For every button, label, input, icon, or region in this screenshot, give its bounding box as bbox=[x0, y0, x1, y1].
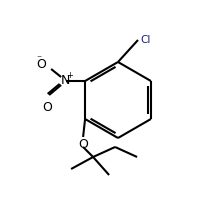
Text: O: O bbox=[42, 101, 52, 114]
Text: ⁻: ⁻ bbox=[37, 54, 42, 64]
Text: +: + bbox=[67, 71, 74, 81]
Text: Cl: Cl bbox=[140, 35, 150, 45]
Text: O: O bbox=[36, 58, 46, 71]
Text: N: N bbox=[60, 74, 70, 88]
Text: O: O bbox=[78, 138, 88, 151]
